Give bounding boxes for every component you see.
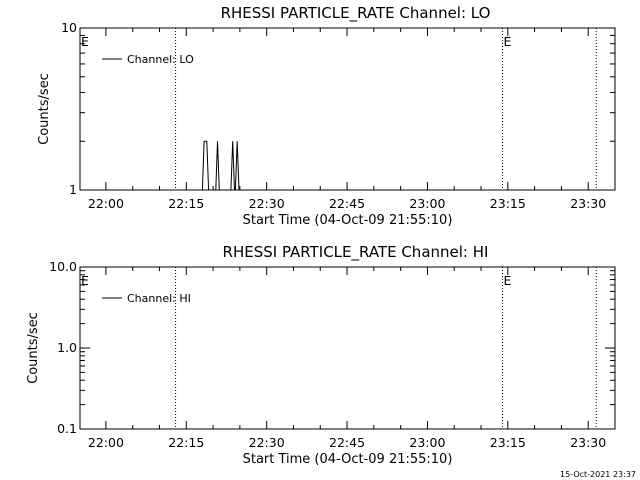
y-tick-label: 10.0 <box>49 259 77 274</box>
x-tick-label: 22:30 <box>249 435 285 450</box>
y-tick-label: 1.0 <box>57 340 77 355</box>
series-line <box>201 140 240 191</box>
x-axis-label: Start Time (04-Oct-09 21:55:10) <box>243 452 453 467</box>
x-tick-label: 23:15 <box>490 435 526 450</box>
x-tick-label: 22:00 <box>88 435 124 450</box>
y-axis-label: Counts/sec <box>26 312 41 384</box>
x-axis-label: Start Time (04-Oct-09 21:55:10) <box>243 213 453 228</box>
x-tick-label: 23:30 <box>570 435 606 450</box>
legend-label: Channel: LO <box>127 53 194 66</box>
chart-title: RHESSI PARTICLE_RATE Channel: HI <box>223 243 489 262</box>
x-tick-label: 23:00 <box>409 435 445 450</box>
y-tick-label: 1 <box>69 182 77 197</box>
x-tick-label: 22:45 <box>329 435 365 450</box>
y-tick-label: 0.1 <box>57 421 77 436</box>
event-marker-label: E <box>81 34 89 49</box>
event-marker-label: E <box>503 34 511 49</box>
x-tick-label: 22:00 <box>88 196 124 211</box>
x-tick-label: 23:00 <box>409 196 445 211</box>
x-tick-label: 22:15 <box>168 435 204 450</box>
legend-label: Channel: HI <box>127 292 191 305</box>
panel-hi: RHESSI PARTICLE_RATE Channel: HI 22:00 22:… <box>26 243 616 467</box>
x-tick-label: 23:30 <box>570 196 606 211</box>
x-tick-label: 22:45 <box>329 196 365 211</box>
x-tick-label: 23:15 <box>490 196 526 211</box>
x-tick-label: 22:30 <box>249 196 285 211</box>
chart-title: RHESSI PARTICLE_RATE Channel: LO <box>221 4 491 23</box>
x-tick-label: 22:15 <box>168 196 204 211</box>
event-marker-label: E <box>81 273 89 288</box>
event-marker-label: E <box>503 273 511 288</box>
y-axis-label: Counts/sec <box>37 73 52 145</box>
panel-lo: RHESSI PARTICLE_RATE Channel: LO 22:00 22:… <box>37 4 616 228</box>
y-tick-label: 10 <box>61 20 77 35</box>
footer-timestamp: 15-Oct-2021 23:37 <box>560 470 636 479</box>
